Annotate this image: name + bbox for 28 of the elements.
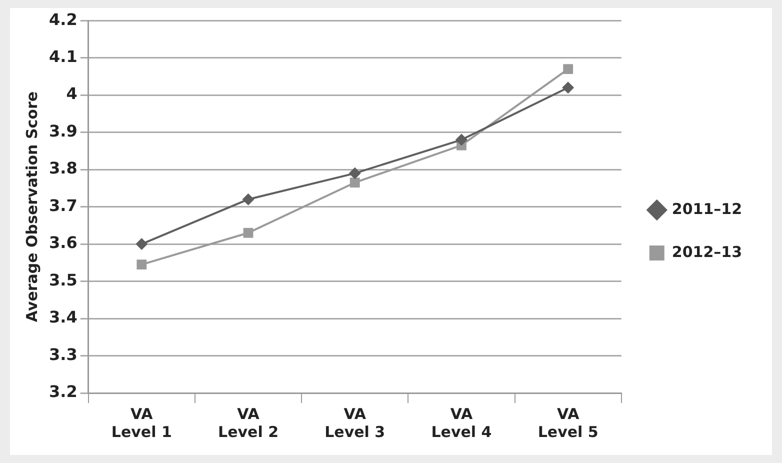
x-tick-label: VA Level 5 bbox=[538, 404, 598, 441]
y-tick-label: 4.1 bbox=[49, 46, 78, 66]
y-tick-label: 4.2 bbox=[49, 10, 78, 29]
point bbox=[243, 228, 254, 238]
y-axis-title: Average Observation Score bbox=[22, 91, 41, 322]
point bbox=[562, 82, 574, 94]
y-tick-label: 3.3 bbox=[49, 344, 78, 364]
legend-label: 2011–12 bbox=[672, 200, 742, 218]
y-tick-label: 3.4 bbox=[49, 308, 78, 327]
point bbox=[455, 134, 468, 146]
y-tick-label: 4 bbox=[66, 84, 78, 104]
x-tick-label: VA Level 2 bbox=[218, 404, 278, 441]
point bbox=[563, 64, 574, 74]
point bbox=[136, 238, 148, 250]
point bbox=[136, 260, 147, 270]
x-tick-label: VA Level 4 bbox=[431, 404, 492, 441]
y-tick-label: 3.5 bbox=[49, 270, 78, 290]
y-tick-label: 3.9 bbox=[49, 121, 78, 140]
y-tick-label: 3.8 bbox=[49, 158, 78, 178]
y-tick-label: 3.7 bbox=[49, 196, 78, 215]
point bbox=[348, 167, 361, 180]
point bbox=[350, 178, 360, 188]
y-tick-label: 3.2 bbox=[49, 382, 78, 402]
y-tick-label: 3.6 bbox=[49, 233, 78, 252]
point bbox=[242, 193, 254, 206]
x-tick-label: VA Level 3 bbox=[324, 404, 386, 441]
legend-label: 2012–13 bbox=[672, 242, 742, 261]
x-tick-label: VA Level 1 bbox=[111, 404, 172, 441]
